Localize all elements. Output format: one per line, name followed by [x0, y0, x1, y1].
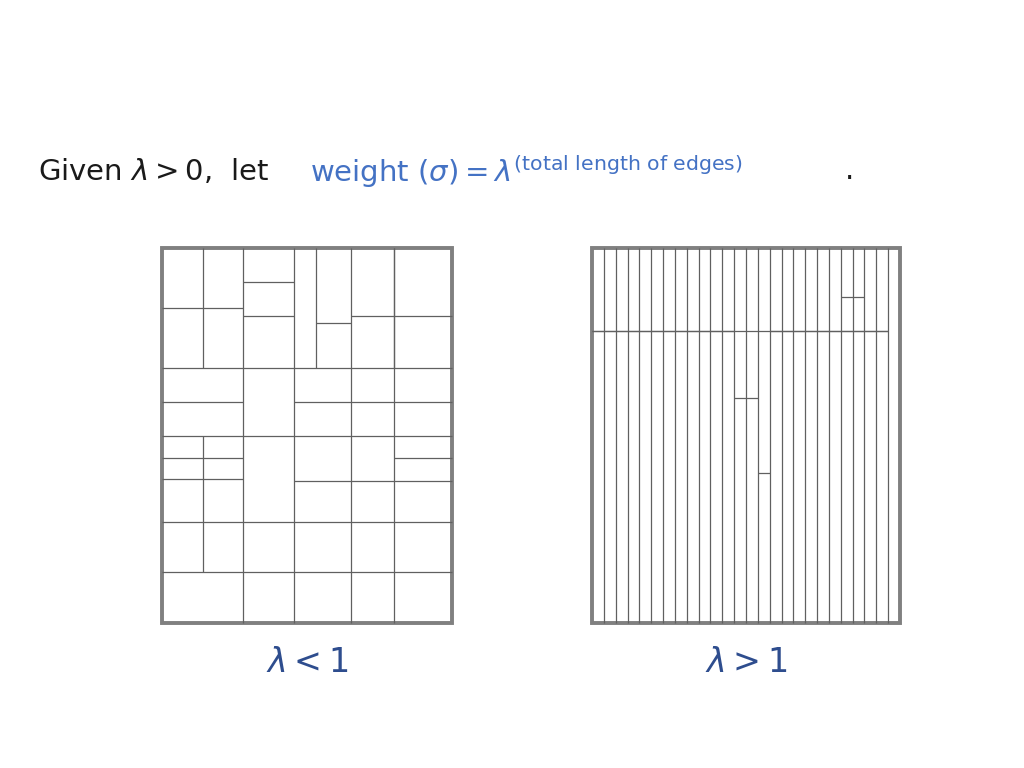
Bar — [162, 248, 452, 623]
Text: .: . — [845, 157, 854, 185]
Bar — [592, 248, 900, 623]
Text: $\lambda > 1$: $\lambda > 1$ — [705, 647, 787, 680]
Text: $\mathit{Weighted}$  Rectangular Dissections: $\mathit{Weighted}$ Rectangular Dissecti… — [8, 28, 1016, 84]
Text: weight $(\sigma) = \lambda^{\mathregular{(total\ length\ of\ edges)}}$: weight $(\sigma) = \lambda^{\mathregular… — [310, 153, 742, 190]
Text: $\lambda < 1$: $\lambda < 1$ — [266, 647, 348, 680]
Text: Given $\lambda > 0$,  let: Given $\lambda > 0$, let — [38, 157, 270, 186]
